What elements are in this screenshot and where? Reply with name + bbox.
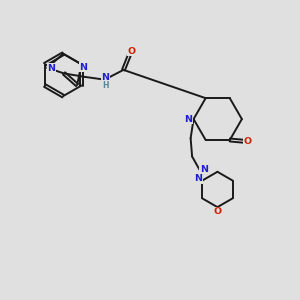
- Text: H: H: [102, 81, 109, 90]
- Text: O: O: [213, 207, 221, 216]
- Text: N: N: [195, 174, 203, 183]
- Text: O: O: [127, 46, 135, 56]
- Text: N: N: [47, 64, 56, 73]
- Text: N: N: [184, 115, 193, 124]
- Text: N: N: [79, 63, 87, 72]
- Text: N: N: [200, 165, 208, 174]
- Text: N: N: [101, 73, 109, 82]
- Text: O: O: [244, 137, 252, 146]
